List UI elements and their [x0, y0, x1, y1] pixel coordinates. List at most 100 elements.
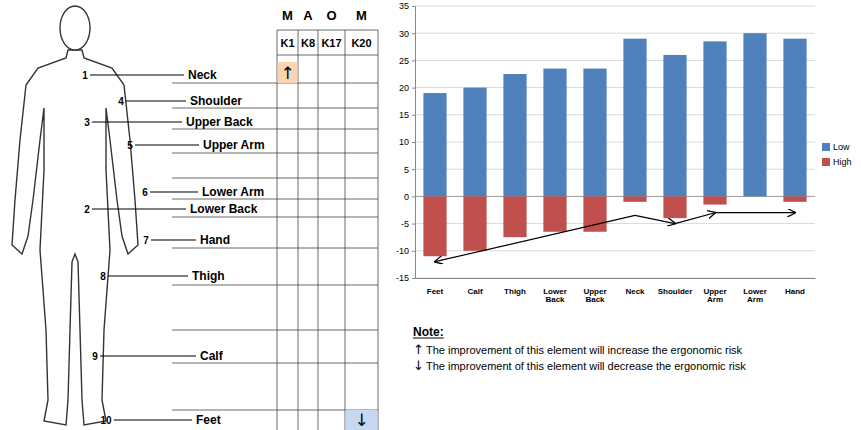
table-row-line [172, 178, 378, 179]
table-column-line [298, 30, 299, 430]
y-tick-mark [412, 169, 415, 170]
figure: MAOMK1K8K17K201Neck↑4Shoulder3Upper Back… [0, 0, 861, 430]
y-tick: 15 [399, 110, 415, 120]
x-tick: UpperBack [583, 278, 606, 304]
x-tick: LowerBack [543, 278, 567, 304]
part-label: Neck [188, 68, 217, 82]
part-label: Shoulder [190, 94, 242, 108]
y-tick: -10 [396, 246, 415, 256]
cell-symbol: ↑ [280, 63, 294, 83]
leader-line [92, 208, 186, 209]
table-grid [172, 30, 378, 430]
part-label: Upper Back [186, 115, 253, 129]
trend-arrows [435, 213, 795, 262]
legend-label: High [833, 157, 852, 167]
bar [663, 196, 686, 218]
y-tick-mark [412, 278, 415, 279]
grid [415, 6, 815, 278]
part-number: 1 [82, 70, 88, 81]
body-map: MAOMK1K8K17K201Neck↑4Shoulder3Upper Back… [12, 6, 378, 430]
x-axis: FeetCalfThighLowerBackUpperBackNeckShoul… [416, 278, 816, 304]
part-number: 4 [118, 96, 124, 107]
x-tick-label: UpperArm [703, 287, 726, 305]
y-tick-mark [412, 142, 415, 143]
y-tick-label: 25 [399, 56, 409, 66]
leader-line [151, 239, 196, 240]
y-tick-label: -10 [396, 246, 409, 256]
x-tick-label: Thigh [504, 287, 526, 296]
group-header-letter: M [356, 8, 367, 23]
x-tick-label: UpperBack [583, 287, 606, 305]
part-label: Hand [200, 233, 230, 247]
y-tick-label: 30 [399, 29, 409, 39]
table-column-line [378, 30, 379, 430]
bar [463, 88, 486, 197]
bar [623, 196, 646, 201]
note-symbol: ↑ [413, 342, 424, 357]
grid-line [415, 6, 815, 7]
x-tick: Thigh [504, 278, 526, 296]
table-header-line [277, 30, 378, 31]
y-tick: 10 [399, 137, 415, 147]
y-tick-label: 5 [404, 165, 409, 175]
y-tick-label: 35 [399, 1, 409, 11]
note-text: The improvement of this element will dec… [426, 360, 746, 372]
y-axis: -15-10-505101520253035 [396, 1, 416, 283]
bar [503, 196, 526, 237]
y-tick: 0 [404, 192, 415, 202]
leader-line [92, 121, 182, 122]
legend-swatch [822, 143, 830, 151]
x-tick-label: Shoulder [658, 287, 693, 296]
y-tick-label: 0 [404, 192, 409, 202]
bar [783, 39, 806, 197]
bar [743, 196, 766, 197]
table-row-line [172, 83, 378, 84]
y-tick: 30 [399, 29, 415, 39]
group-header-letter: M [282, 8, 293, 23]
bar [623, 39, 646, 197]
x-tick: LowerArm [743, 278, 767, 304]
y-tick: 5 [404, 165, 415, 175]
y-tick-mark [412, 60, 415, 61]
y-tick-label: -5 [401, 219, 409, 229]
x-axis-line [416, 278, 816, 279]
x-tick-label: Feet [427, 287, 444, 296]
highlight-cell [278, 62, 298, 83]
y-tick-label: -15 [396, 273, 409, 283]
y-tick: -15 [396, 273, 415, 283]
leader-line [126, 100, 186, 101]
highlight-cell [346, 410, 378, 430]
column-header: K20 [351, 37, 371, 49]
bar [783, 196, 806, 201]
grid-line [415, 278, 815, 279]
chart: -15-10-505101520253035FeetCalfThighLower… [396, 1, 852, 304]
leader-line [135, 144, 199, 145]
table-column-line [345, 30, 346, 430]
part-label: Calf [200, 349, 224, 363]
table-column-line [277, 30, 278, 430]
y-tick-mark [412, 88, 415, 89]
bar [543, 196, 566, 231]
y-tick: -5 [401, 219, 415, 229]
y-tick-mark [412, 6, 415, 7]
column-header: K8 [301, 37, 315, 49]
table-row-line [172, 285, 378, 286]
plot-area [423, 33, 806, 261]
x-tick: Calf [467, 278, 482, 296]
bar [583, 69, 606, 197]
part-label: Lower Arm [202, 185, 264, 199]
body-head [60, 6, 90, 50]
y-tick-label: 10 [399, 137, 409, 147]
part-number: 10 [100, 415, 112, 426]
x-tick: UpperArm [703, 278, 726, 304]
cell-symbol: ↓ [354, 410, 368, 430]
note: Note:↑The improvement of this element wi… [413, 325, 746, 373]
column-header: K17 [321, 37, 341, 49]
bar [703, 41, 726, 196]
leader-line [108, 275, 188, 276]
x-tick: Feet [427, 278, 444, 296]
x-tick: Shoulder [658, 278, 693, 296]
y-tick: 25 [399, 56, 415, 66]
group-header-letter: A [303, 8, 313, 23]
x-tick: Hand [785, 278, 805, 296]
